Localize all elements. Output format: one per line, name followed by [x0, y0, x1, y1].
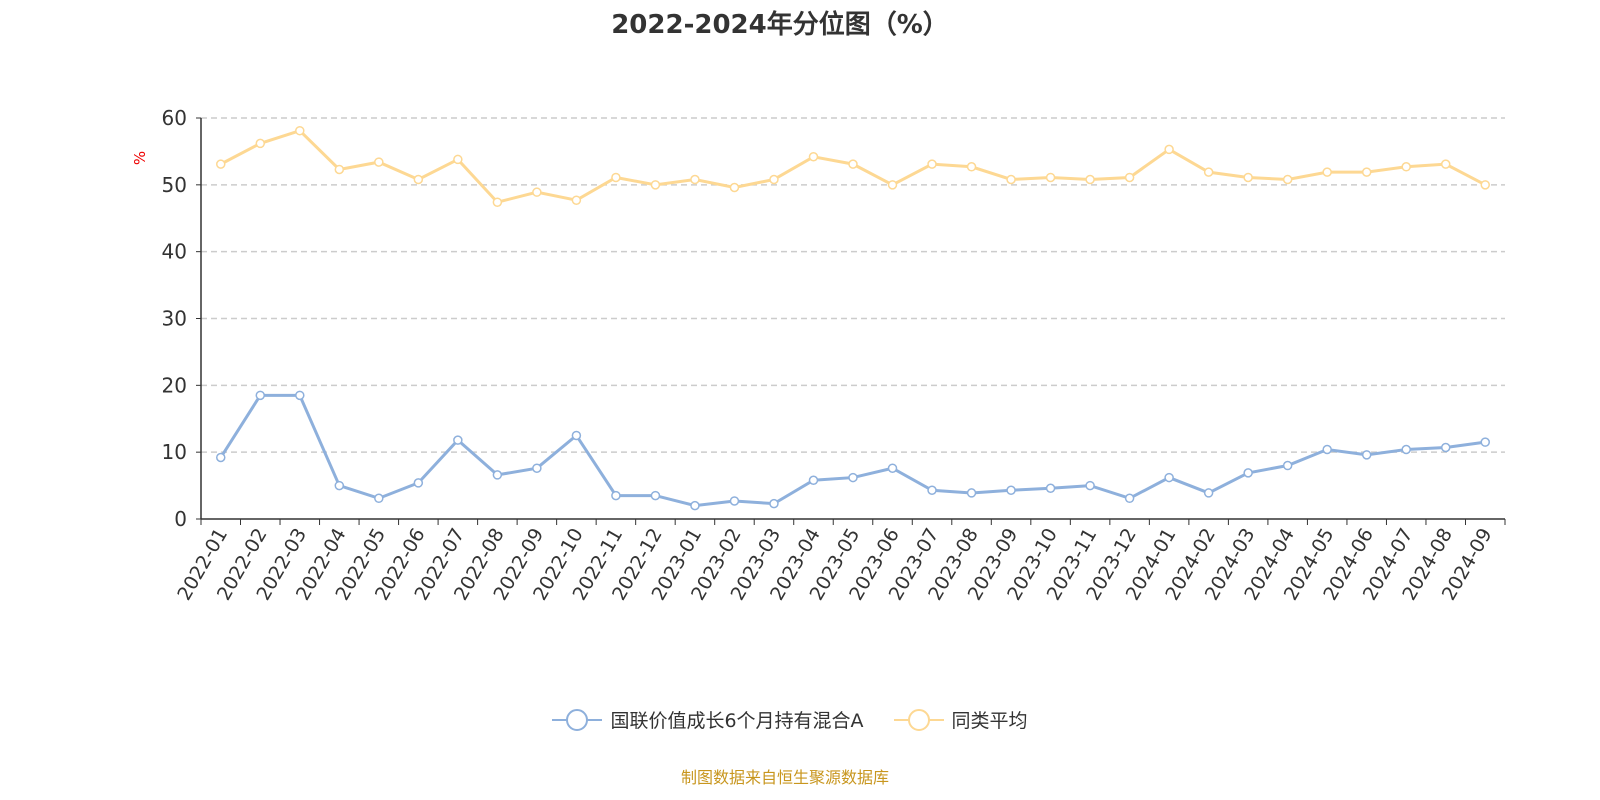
data-point	[334, 480, 345, 491]
data-point	[1282, 460, 1293, 471]
data-point	[374, 493, 384, 504]
legend-marker-icon	[552, 708, 603, 731]
data-point	[492, 470, 503, 480]
data-point	[650, 490, 661, 501]
data-point	[611, 172, 621, 183]
data-point	[887, 463, 898, 473]
data-point	[1361, 167, 1372, 177]
data-point	[808, 152, 819, 162]
data-point	[1322, 444, 1332, 455]
data-point	[927, 485, 937, 496]
data-point	[1045, 172, 1056, 183]
data-point	[1282, 174, 1293, 185]
data-point	[1203, 167, 1214, 177]
data-point	[1124, 493, 1135, 504]
data-point	[413, 478, 424, 488]
data-point	[1045, 483, 1056, 494]
y-tick-label: 40	[162, 240, 187, 264]
data-point	[453, 154, 463, 165]
legend-label: 国联价值成长6个月持有混合A	[610, 710, 864, 732]
data-point	[1164, 144, 1174, 155]
data-point	[690, 174, 700, 185]
data-point	[966, 162, 977, 172]
data-point	[1401, 162, 1411, 172]
data-point	[255, 390, 266, 401]
legend-marker-icon	[893, 708, 944, 731]
data-point	[769, 174, 779, 185]
data-point	[1440, 159, 1451, 169]
data-point	[532, 187, 542, 197]
data-point	[769, 498, 779, 509]
data-point	[571, 430, 582, 441]
data-point	[532, 463, 542, 473]
y-tick-label: 10	[162, 440, 187, 464]
data-point	[848, 472, 858, 483]
y-tick-label: 30	[162, 307, 187, 331]
source-note: 制图数据来自恒生聚源数据库	[680, 768, 889, 787]
data-point	[1322, 167, 1332, 177]
data-point	[690, 500, 700, 511]
data-point	[255, 138, 266, 149]
legend-label: 同类平均	[951, 710, 1028, 732]
data-point	[295, 390, 305, 401]
data-point	[374, 157, 384, 167]
data-point	[1401, 444, 1411, 455]
data-point	[966, 488, 977, 498]
data-point	[413, 174, 424, 185]
data-point	[808, 475, 819, 485]
y-tick-label: 50	[162, 173, 187, 197]
data-point	[1085, 174, 1095, 185]
y-tick-label: 20	[162, 373, 187, 397]
data-point	[1243, 172, 1253, 183]
data-point	[1006, 174, 1016, 185]
legend-item[interactable]: 同类平均	[893, 706, 1028, 733]
data-point	[453, 435, 463, 445]
data-point	[729, 496, 740, 506]
data-point	[1361, 450, 1372, 460]
data-point	[650, 180, 661, 190]
data-point	[295, 125, 305, 136]
data-point	[1480, 437, 1490, 447]
data-point	[1006, 485, 1016, 496]
data-point	[492, 197, 503, 207]
legend: 国联价值成长6个月持有混合A 同类平均	[0, 706, 1580, 733]
data-point	[1480, 180, 1490, 190]
series-line	[219, 393, 1486, 508]
data-point	[1124, 172, 1135, 183]
data-point	[334, 164, 345, 175]
data-point	[1164, 472, 1174, 483]
legend-item[interactable]: 国联价值成长6个月持有混合A	[552, 706, 864, 733]
chart-title: 2022-2024年分位图（%）	[611, 10, 949, 40]
data-point	[1440, 442, 1451, 453]
series-0	[216, 390, 1490, 511]
data-point	[571, 195, 582, 205]
series-1	[216, 125, 1490, 207]
y-axis-label: %	[131, 151, 149, 165]
data-point	[611, 490, 621, 501]
y-tick-label: 60	[162, 106, 187, 130]
data-point	[1085, 480, 1095, 491]
data-point	[887, 180, 898, 190]
y-tick-label: 0	[174, 507, 187, 531]
data-point	[927, 159, 937, 169]
data-point	[216, 452, 226, 463]
data-point	[1203, 488, 1214, 498]
data-point	[729, 182, 740, 193]
data-point	[1243, 468, 1253, 478]
data-point	[848, 159, 858, 169]
data-point	[216, 159, 226, 169]
